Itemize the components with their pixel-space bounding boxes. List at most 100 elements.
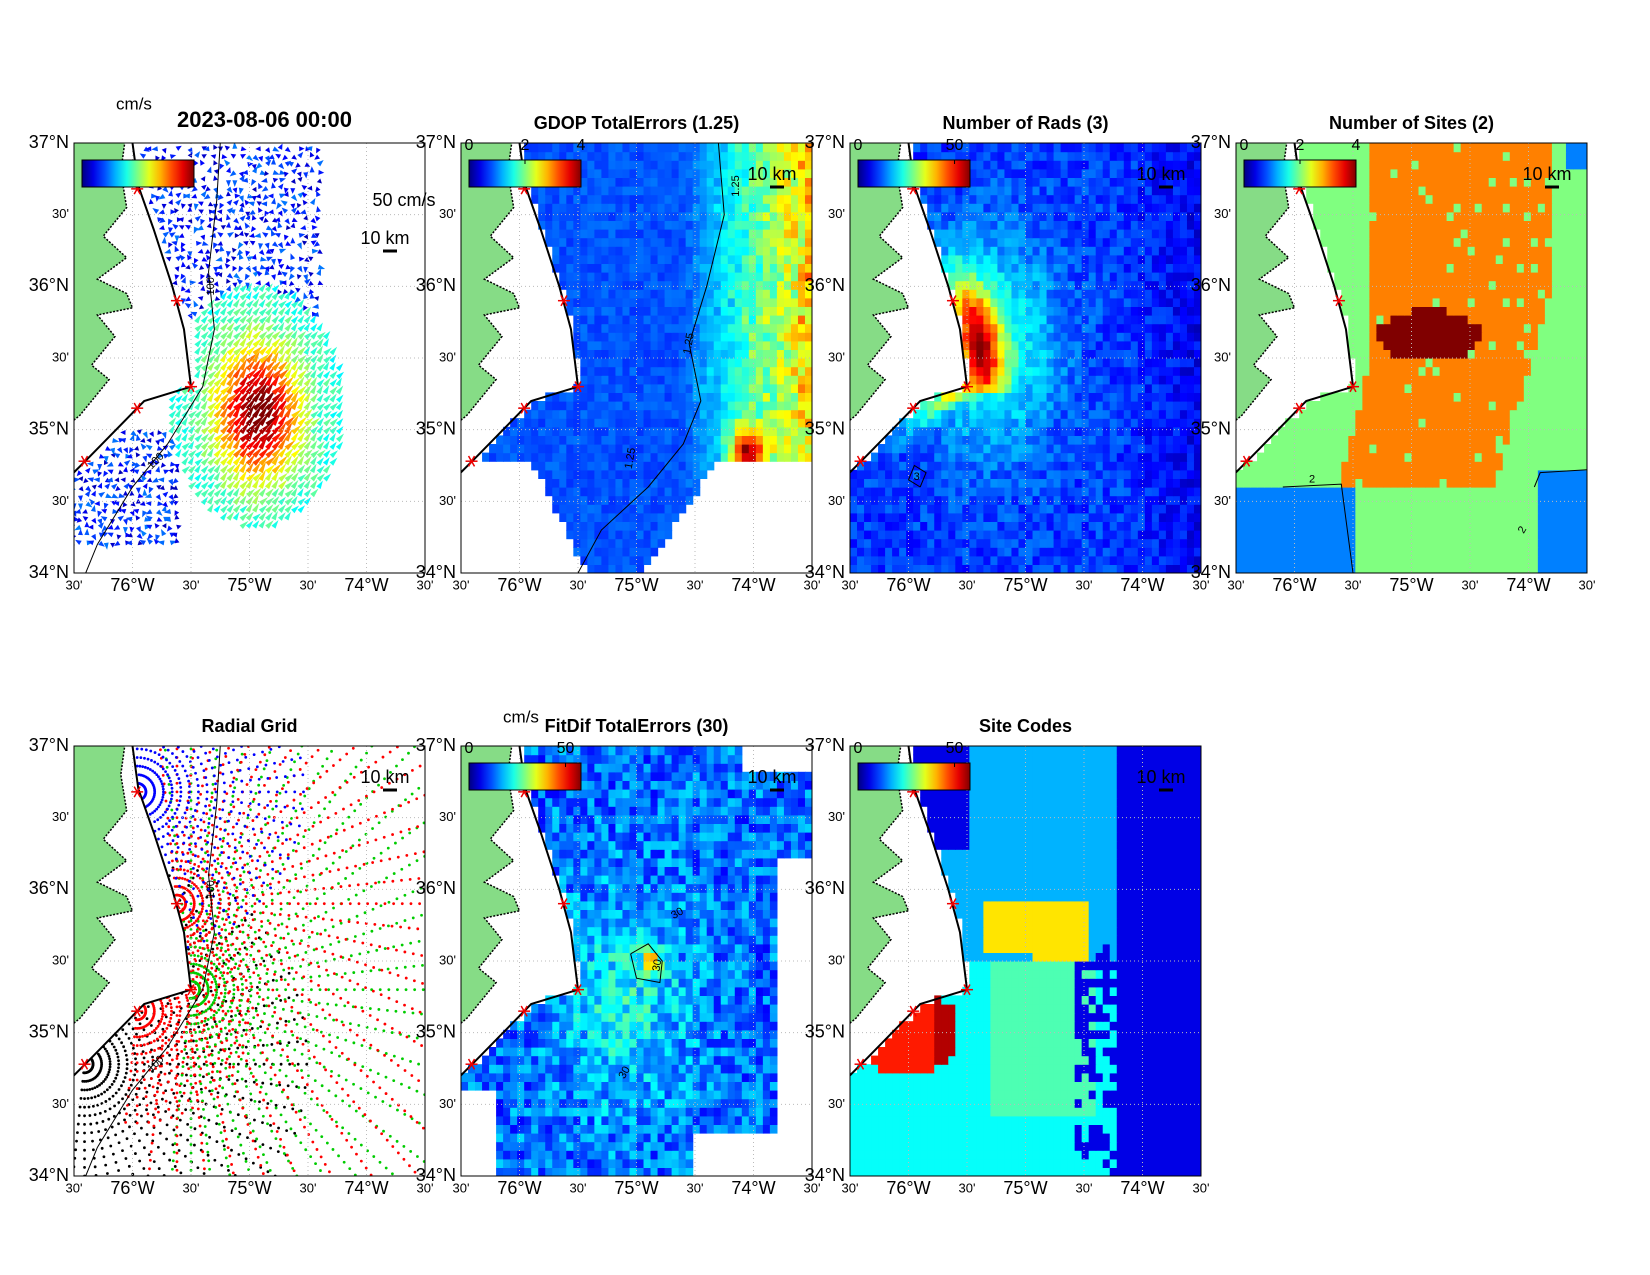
cell (601, 254, 610, 264)
cell (678, 160, 687, 170)
cell (727, 401, 736, 411)
lat-tick-label: 30' (439, 206, 456, 221)
cell (1172, 237, 1181, 247)
cell (783, 220, 792, 230)
cell (1081, 315, 1090, 325)
current-vector (85, 485, 92, 492)
current-vector (251, 253, 257, 260)
cell (1032, 366, 1041, 376)
current-vector (277, 420, 287, 434)
cell (657, 426, 666, 436)
cell (976, 418, 984, 428)
cell (566, 211, 574, 221)
current-vector (113, 501, 120, 506)
cell (1053, 521, 1062, 531)
cell (552, 229, 560, 239)
current-vector (265, 225, 274, 231)
cell (1193, 323, 1201, 333)
current-vector (226, 503, 235, 513)
cell (510, 418, 518, 428)
current-vector (323, 347, 332, 356)
current-vector (297, 360, 305, 371)
cell (976, 426, 984, 436)
cell (899, 564, 907, 573)
current-vector (232, 282, 238, 288)
cell (1067, 538, 1076, 548)
cell (1046, 186, 1055, 196)
current-vector (213, 416, 224, 427)
cell (969, 426, 977, 436)
current-vector (310, 330, 319, 340)
cell (1123, 409, 1132, 419)
cell (769, 280, 778, 290)
current-vector (299, 146, 305, 152)
cell (1151, 211, 1160, 221)
cell (580, 263, 588, 273)
cell (636, 168, 645, 178)
cell (713, 383, 722, 393)
cell (629, 229, 638, 239)
cell (1060, 538, 1069, 548)
cell (748, 315, 757, 325)
cell (1025, 323, 1034, 333)
cell (920, 194, 928, 204)
current-vector (297, 487, 304, 497)
cell (1074, 349, 1083, 359)
current-vector (107, 532, 114, 538)
cell (664, 272, 673, 282)
cell (594, 530, 602, 540)
current-vector (316, 457, 325, 466)
cell (899, 547, 907, 557)
current-vector (329, 457, 338, 466)
current-vector (219, 351, 228, 363)
cell (878, 547, 886, 557)
cell (1186, 332, 1195, 342)
cell (629, 332, 638, 342)
cell (629, 349, 638, 359)
cell (976, 512, 984, 522)
cell (1032, 452, 1041, 462)
cell (1032, 358, 1041, 368)
current-vector (291, 408, 302, 419)
cell (1025, 426, 1034, 436)
cell (983, 177, 991, 187)
cell (850, 564, 858, 573)
cell (622, 263, 631, 273)
cell (1088, 229, 1097, 239)
cell (713, 349, 722, 359)
cell (1144, 375, 1153, 385)
current-vector (258, 511, 267, 521)
cell (699, 263, 708, 273)
cell (955, 220, 963, 230)
cell (608, 289, 617, 299)
cell (664, 521, 673, 531)
cell (559, 194, 567, 204)
current-vector (207, 401, 218, 411)
cell (1067, 375, 1076, 385)
cell (699, 297, 708, 307)
cell (983, 564, 991, 573)
cell (1046, 487, 1055, 497)
cell (664, 401, 673, 411)
cell (1081, 435, 1090, 445)
cell (524, 418, 532, 428)
cell (962, 564, 970, 573)
cell (1109, 401, 1118, 411)
cell (706, 263, 715, 273)
cell (706, 194, 715, 204)
cell (643, 194, 652, 204)
cell (1095, 297, 1104, 307)
cell (1165, 349, 1174, 359)
cell (685, 349, 694, 359)
cell (580, 246, 588, 256)
cell (1130, 203, 1139, 213)
cell (885, 452, 893, 462)
current-vector (291, 424, 302, 435)
cell (1011, 168, 1020, 178)
current-vector (239, 336, 248, 348)
cell (692, 151, 701, 161)
cell (1074, 323, 1083, 333)
cell (643, 375, 652, 385)
cell (857, 538, 865, 548)
current-vector (271, 241, 279, 248)
